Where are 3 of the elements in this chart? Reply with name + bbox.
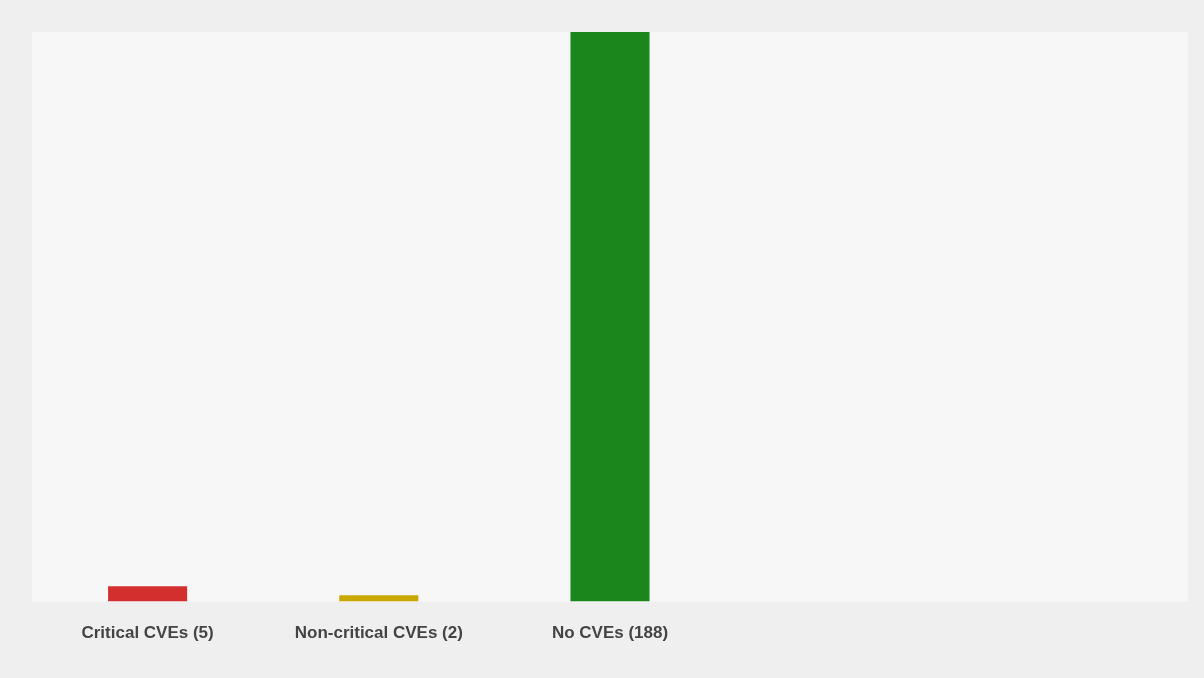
x-tick-label: Non-critical CVEs (2) (294, 623, 463, 643)
x-tick-label: No CVEs (188) (551, 623, 669, 643)
x-tick-label: Critical CVEs (5) (81, 623, 214, 643)
